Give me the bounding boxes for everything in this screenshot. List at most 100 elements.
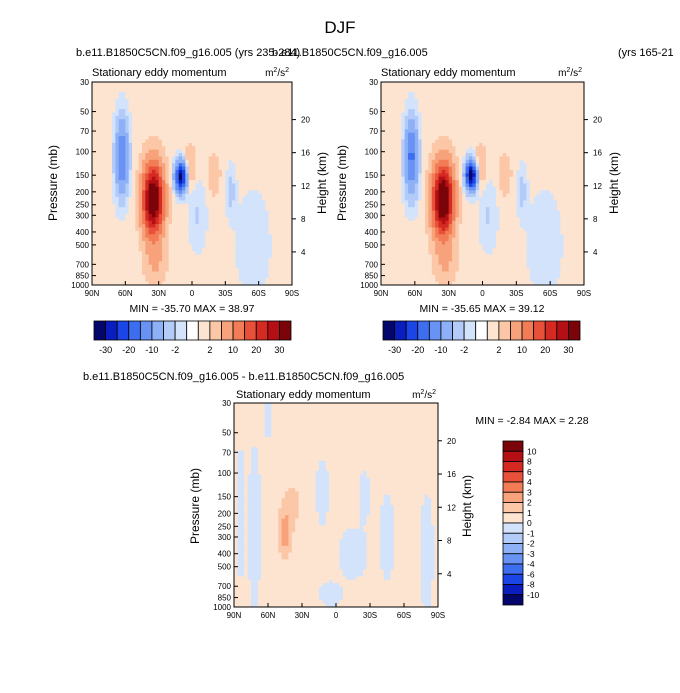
panel1-cell <box>175 274 180 279</box>
panel1-cell <box>225 163 230 167</box>
panel2-cell <box>445 88 450 93</box>
panel1-cell <box>185 203 190 208</box>
panel1-cell <box>282 98 286 103</box>
panel1-cell <box>262 115 266 120</box>
panel1-cell <box>178 163 183 167</box>
panel1-cell <box>98 129 103 134</box>
panel1-cell <box>288 115 293 120</box>
panel1-cell <box>208 271 213 276</box>
panel2-cell <box>516 112 521 117</box>
panel1-cell <box>148 227 153 232</box>
panel2-cell <box>472 92 477 96</box>
panel1-cell <box>248 142 253 147</box>
panel2-cell <box>563 82 568 86</box>
panel1-cell <box>125 169 130 174</box>
panel1-cell <box>232 146 236 151</box>
panel1-cell <box>125 281 130 286</box>
panel1-cell <box>138 278 143 283</box>
panel1-cell <box>162 98 166 103</box>
panel1-cell <box>168 237 173 242</box>
panel1-cell <box>255 220 260 225</box>
panel1-cell <box>225 200 230 205</box>
panel1-cell <box>282 213 286 218</box>
panel1-cell <box>265 122 270 127</box>
panel2-cell <box>441 149 446 154</box>
panel1-cell <box>135 210 140 215</box>
panel2-cell <box>441 142 446 147</box>
panel1-cell <box>268 166 273 171</box>
panel1-cell <box>248 227 253 232</box>
panel1-cell <box>282 129 286 134</box>
panel2-cell <box>482 88 487 93</box>
panel1-cell <box>162 203 166 208</box>
panel2-cell <box>424 88 429 93</box>
panel1-cell <box>228 115 233 120</box>
panel1-cell <box>198 176 203 181</box>
page-title: DJF <box>324 18 355 37</box>
panel2-cell <box>499 119 504 123</box>
panel1-cell <box>158 180 163 184</box>
panel1-cell <box>225 281 230 286</box>
panel1-cell <box>225 102 230 107</box>
panel1-cell <box>218 163 223 167</box>
panel1-cell <box>102 244 106 249</box>
panel1-cell <box>248 95 253 100</box>
panel2-cell <box>455 119 460 123</box>
panel1-cell <box>238 122 243 127</box>
panel1-cell <box>262 254 266 259</box>
panel1-cell <box>152 92 156 96</box>
panel1-cell <box>105 115 110 120</box>
panel1-cell <box>142 122 146 127</box>
panel1-cell <box>92 224 96 228</box>
panel1-cell <box>278 227 283 232</box>
panel2-cell <box>448 95 453 100</box>
panel1-cell <box>198 153 203 157</box>
panel1-cell <box>248 149 253 154</box>
panel2-cell <box>455 92 460 96</box>
panel1-cell <box>238 278 243 283</box>
panel1-cell <box>245 281 250 286</box>
panel1-cell <box>185 254 190 259</box>
panel1-cell <box>158 254 163 259</box>
panel1-cell <box>248 88 253 93</box>
panel1-cell <box>115 183 120 188</box>
panel2-cell <box>580 95 585 100</box>
panel1-cell <box>278 210 283 215</box>
panel1-cell <box>95 132 100 137</box>
panel1-cell <box>288 112 293 117</box>
panel1-cell <box>228 183 233 188</box>
panel1-cell <box>95 149 100 154</box>
panel1-cell <box>155 109 160 113</box>
panel1-cell <box>225 98 230 103</box>
panel1-cell <box>185 159 190 164</box>
panel1-cell <box>92 176 96 181</box>
panel1-cell <box>285 142 290 147</box>
panel2-cell <box>414 146 419 151</box>
panel1-cell <box>92 159 96 164</box>
panel1-cell <box>168 88 173 93</box>
panel1-cell <box>128 88 133 93</box>
panel1-cell <box>272 200 276 205</box>
panel1-cell <box>155 190 160 195</box>
panel1-cell <box>245 183 250 188</box>
panel2-cell <box>489 112 494 117</box>
panel1-cell <box>102 200 106 205</box>
panel1-cell <box>255 261 260 266</box>
panel1-cell <box>235 200 240 205</box>
panel1-cell <box>262 119 266 123</box>
panel2-cell <box>472 139 477 144</box>
panel1-cell <box>175 200 180 205</box>
panel1-cell <box>152 95 156 100</box>
panel2-cell <box>435 102 439 107</box>
panel1-cell <box>248 203 253 208</box>
panel1-cell <box>178 92 183 96</box>
panel1-cell <box>265 261 270 266</box>
panel1-cell <box>265 237 270 242</box>
panel1-cell <box>108 186 113 191</box>
panel1-cell <box>258 95 263 100</box>
panel2-cell <box>414 136 419 140</box>
panel1-cell <box>118 136 123 140</box>
panel1-cell <box>138 203 143 208</box>
panel1-cell <box>228 139 233 144</box>
panel1-cell <box>172 109 176 113</box>
